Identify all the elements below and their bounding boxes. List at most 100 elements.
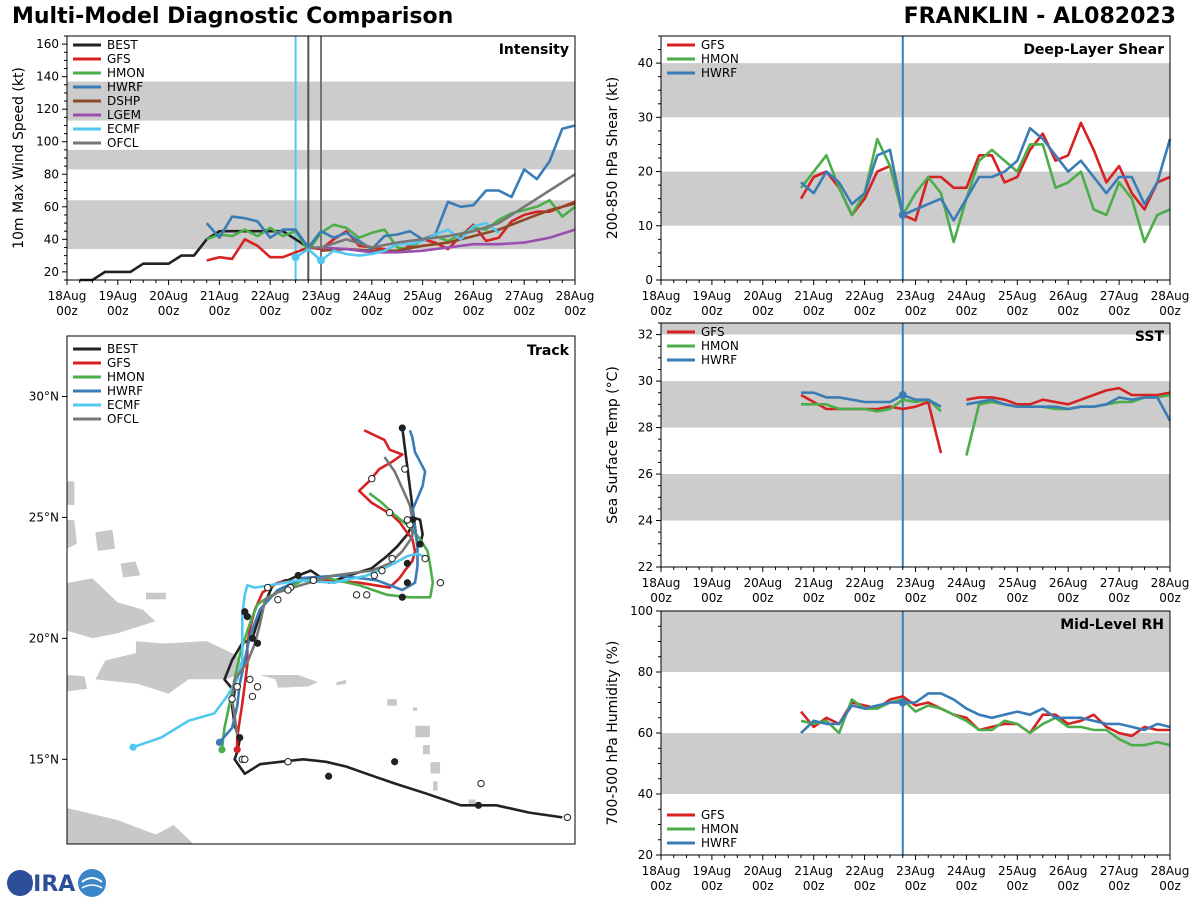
series-marker-ecmf [291,253,300,262]
sst-chart: 22242628303218Aug00z19Aug00z20Aug00z21Au… [605,322,1190,605]
legend-label-best: BEST [107,342,138,356]
track-point-open [378,566,386,575]
track-point-open [246,675,254,684]
track-point-best [398,424,406,432]
legend-label-hwrf: HWRF [701,836,737,850]
track-point-ecmf [129,743,137,751]
land-mass [67,577,157,639]
legend-label-gfs: GFS [701,325,725,339]
legend-label-gfs: GFS [107,356,131,370]
x-tick-label-hour: 00z [803,304,825,318]
y-tick-label: 80 [44,167,59,181]
x-tick-label-hour: 00z [158,304,180,318]
x-tick-label-hour: 00z [209,304,231,318]
x-tick-label-hour: 00z [854,591,876,605]
series-marker-ecmf [317,256,325,265]
land-mass [386,698,398,707]
track-point-open [228,695,236,703]
x-tick-label-date: 27Aug [1100,289,1139,303]
track-point-open [401,465,409,473]
x-tick-label-date: 23Aug [896,289,935,303]
track-point-best [403,559,411,567]
track-point-hmon [218,746,226,754]
x-tick-label-hour: 00z [650,304,672,318]
land-mass [435,843,451,844]
x-tick-label-hour: 00z [513,304,535,318]
track-point-best [325,772,333,780]
track-point-open [563,813,572,822]
x-tick-label-hour: 00z [310,304,332,318]
land-mass [145,592,167,600]
x-tick-label-hour: 00z [803,591,825,605]
series-line-hwrf [205,124,576,251]
y-tick-label: 26 [638,467,653,481]
y-tick-label: 80 [638,665,653,679]
land-mass [414,725,431,738]
logo-text: CIRA [17,872,75,897]
track-point-open [253,683,262,691]
shaded-band [661,733,1170,794]
legend-label-ecmf: ECMF [107,122,140,136]
y-tick-label: 24 [638,514,653,528]
track-point-open [421,554,429,563]
y-tick-label: 30 [638,110,653,124]
x-tick-label-hour: 00z [1007,591,1029,605]
track-point-open [284,586,292,594]
x-tick-label-date: 22Aug [251,289,290,303]
track-point-open [477,779,485,788]
track-point-open [370,571,379,580]
ocean [67,336,575,844]
x-tick-label-hour: 00z [1159,304,1181,318]
plot-frame [660,322,1171,568]
x-tick-label-hour: 00z [650,879,672,893]
x-tick-label-hour: 00z [650,591,672,605]
land-mass [412,707,418,712]
x-tick-label-hour: 00z [56,304,78,318]
x-tick-label-date: 24Aug [352,289,391,303]
track-point-best [391,758,399,766]
land-mass [432,780,439,792]
x-tick-label-hour: 00z [1159,591,1181,605]
land-mass [257,674,320,689]
x-tick-label-hour: 00z [701,591,723,605]
y-tick-label: 30 [638,374,653,388]
x-tick-label-date: 22Aug [845,289,884,303]
x-tick-label-date: 22Aug [845,864,884,878]
x-tick-label-date: 25Aug [403,289,442,303]
y-tick-label: 32 [638,328,653,342]
x-tick-label-date: 28Aug [1151,576,1190,590]
y-tick-label: 60 [638,726,653,740]
lat-label: 15°N [29,752,59,766]
legend-label-gfs: GFS [701,808,725,822]
series-line-lgem [320,228,576,254]
legend-label-hmon: HMON [701,52,739,66]
legend-label-hmon: HMON [701,339,739,353]
y-tick-label: 40 [44,232,59,246]
track-point-open [385,508,394,517]
y-tick-label: 20 [44,265,59,279]
x-tick-label-date: 18Aug [48,289,87,303]
x-tick-label-hour: 00z [361,304,383,318]
y-tick-label: 10 [638,219,653,233]
x-tick-label-date: 24Aug [947,576,986,590]
track-point-hwrf [215,738,223,747]
y-tick-label: 0 [645,273,653,287]
shaded-band [661,323,1170,335]
y-axis-label: 10m Max Wind Speed (kt) [11,67,27,249]
series-line-hmon [799,137,1171,244]
y-tick-label: 120 [36,102,59,116]
x-tick-label-date: 24Aug [947,864,986,878]
x-tick-label-date: 20Aug [743,576,782,590]
x-tick-label-hour: 00z [1108,304,1130,318]
x-tick-label-date: 23Aug [896,864,935,878]
x-tick-label-hour: 00z [905,591,927,605]
land-mass [429,761,441,775]
chart-title: Track [527,343,570,359]
x-tick-label-hour: 00z [107,304,129,318]
x-tick-label-hour: 00z [752,591,774,605]
chart-title: Mid-Level RH [1060,617,1164,633]
x-tick-label-hour: 00z [803,879,825,893]
x-tick-label-hour: 00z [956,304,978,318]
x-tick-label-date: 18Aug [642,864,681,878]
